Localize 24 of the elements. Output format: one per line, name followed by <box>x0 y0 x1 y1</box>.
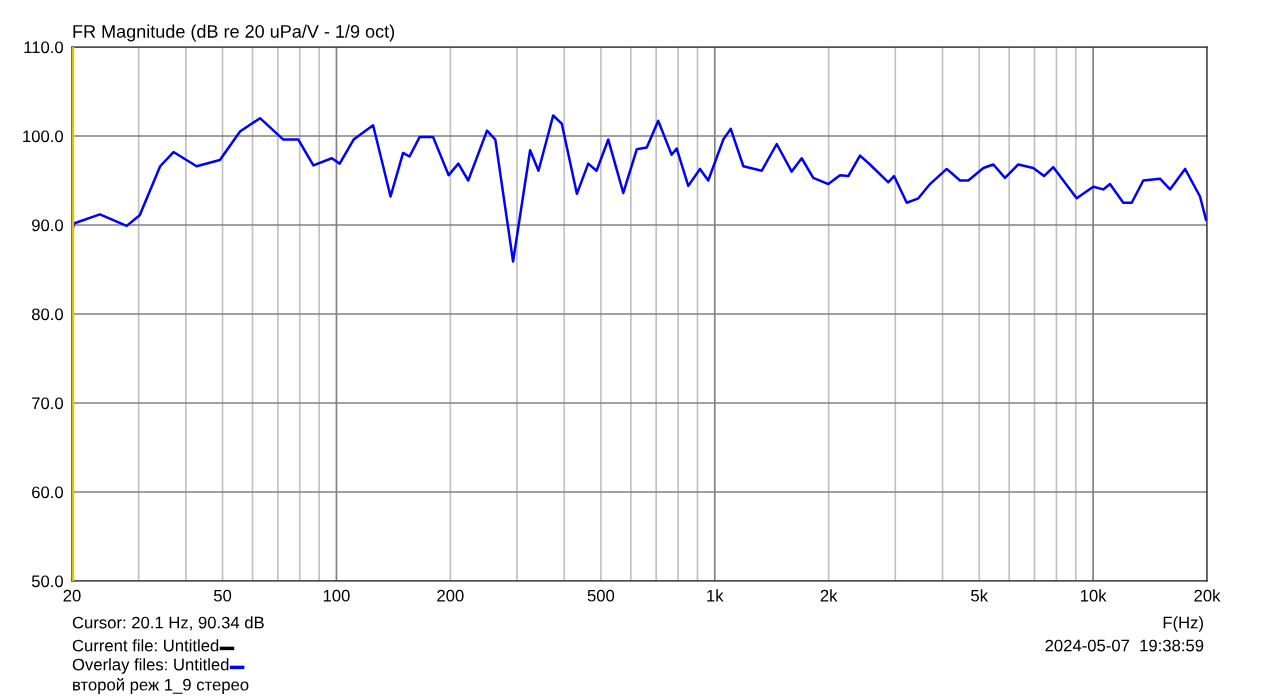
text: Overlay files: Untitled <box>72 658 229 674</box>
text: Cursor: 20.1 Hz, 90.34 dB <box>72 616 264 631</box>
x-tick-label: 20 <box>63 589 81 602</box>
x-tick-label: 100 <box>323 589 350 602</box>
y-tick-label: 100.0 <box>23 130 64 143</box>
y-tick-label: 110.0 <box>24 41 64 54</box>
x-tick-label: 50 <box>213 589 232 602</box>
x-axis-title: F(Hz) <box>1163 616 1203 632</box>
y-tick-label: 80.0 <box>31 308 64 321</box>
text: Current file: Untitled <box>72 639 219 652</box>
x-tick-label: 20k <box>1194 589 1221 602</box>
chart-title: FR Magnitude (dB re 20 uPa/V - 1/9 oct) <box>73 24 395 42</box>
x-tick-label: 2k <box>820 589 838 602</box>
text: второй реж 1_9 стерео <box>73 678 249 694</box>
x-tick-label: 200 <box>437 589 464 602</box>
y-tick-label: 70.0 <box>32 397 64 410</box>
x-tick-label: 500 <box>587 589 615 602</box>
y-tick-label: 90.0 <box>32 219 64 232</box>
x-tick-label: 5k <box>971 589 989 602</box>
x-tick-label: 10k <box>1080 589 1107 602</box>
y-tick-label: 50.0 <box>31 575 64 588</box>
text: 2024-05-07 19:38:59 <box>1045 639 1204 652</box>
x-tick-label: 1k <box>707 589 724 602</box>
y-tick-label: 60.0 <box>32 486 64 499</box>
